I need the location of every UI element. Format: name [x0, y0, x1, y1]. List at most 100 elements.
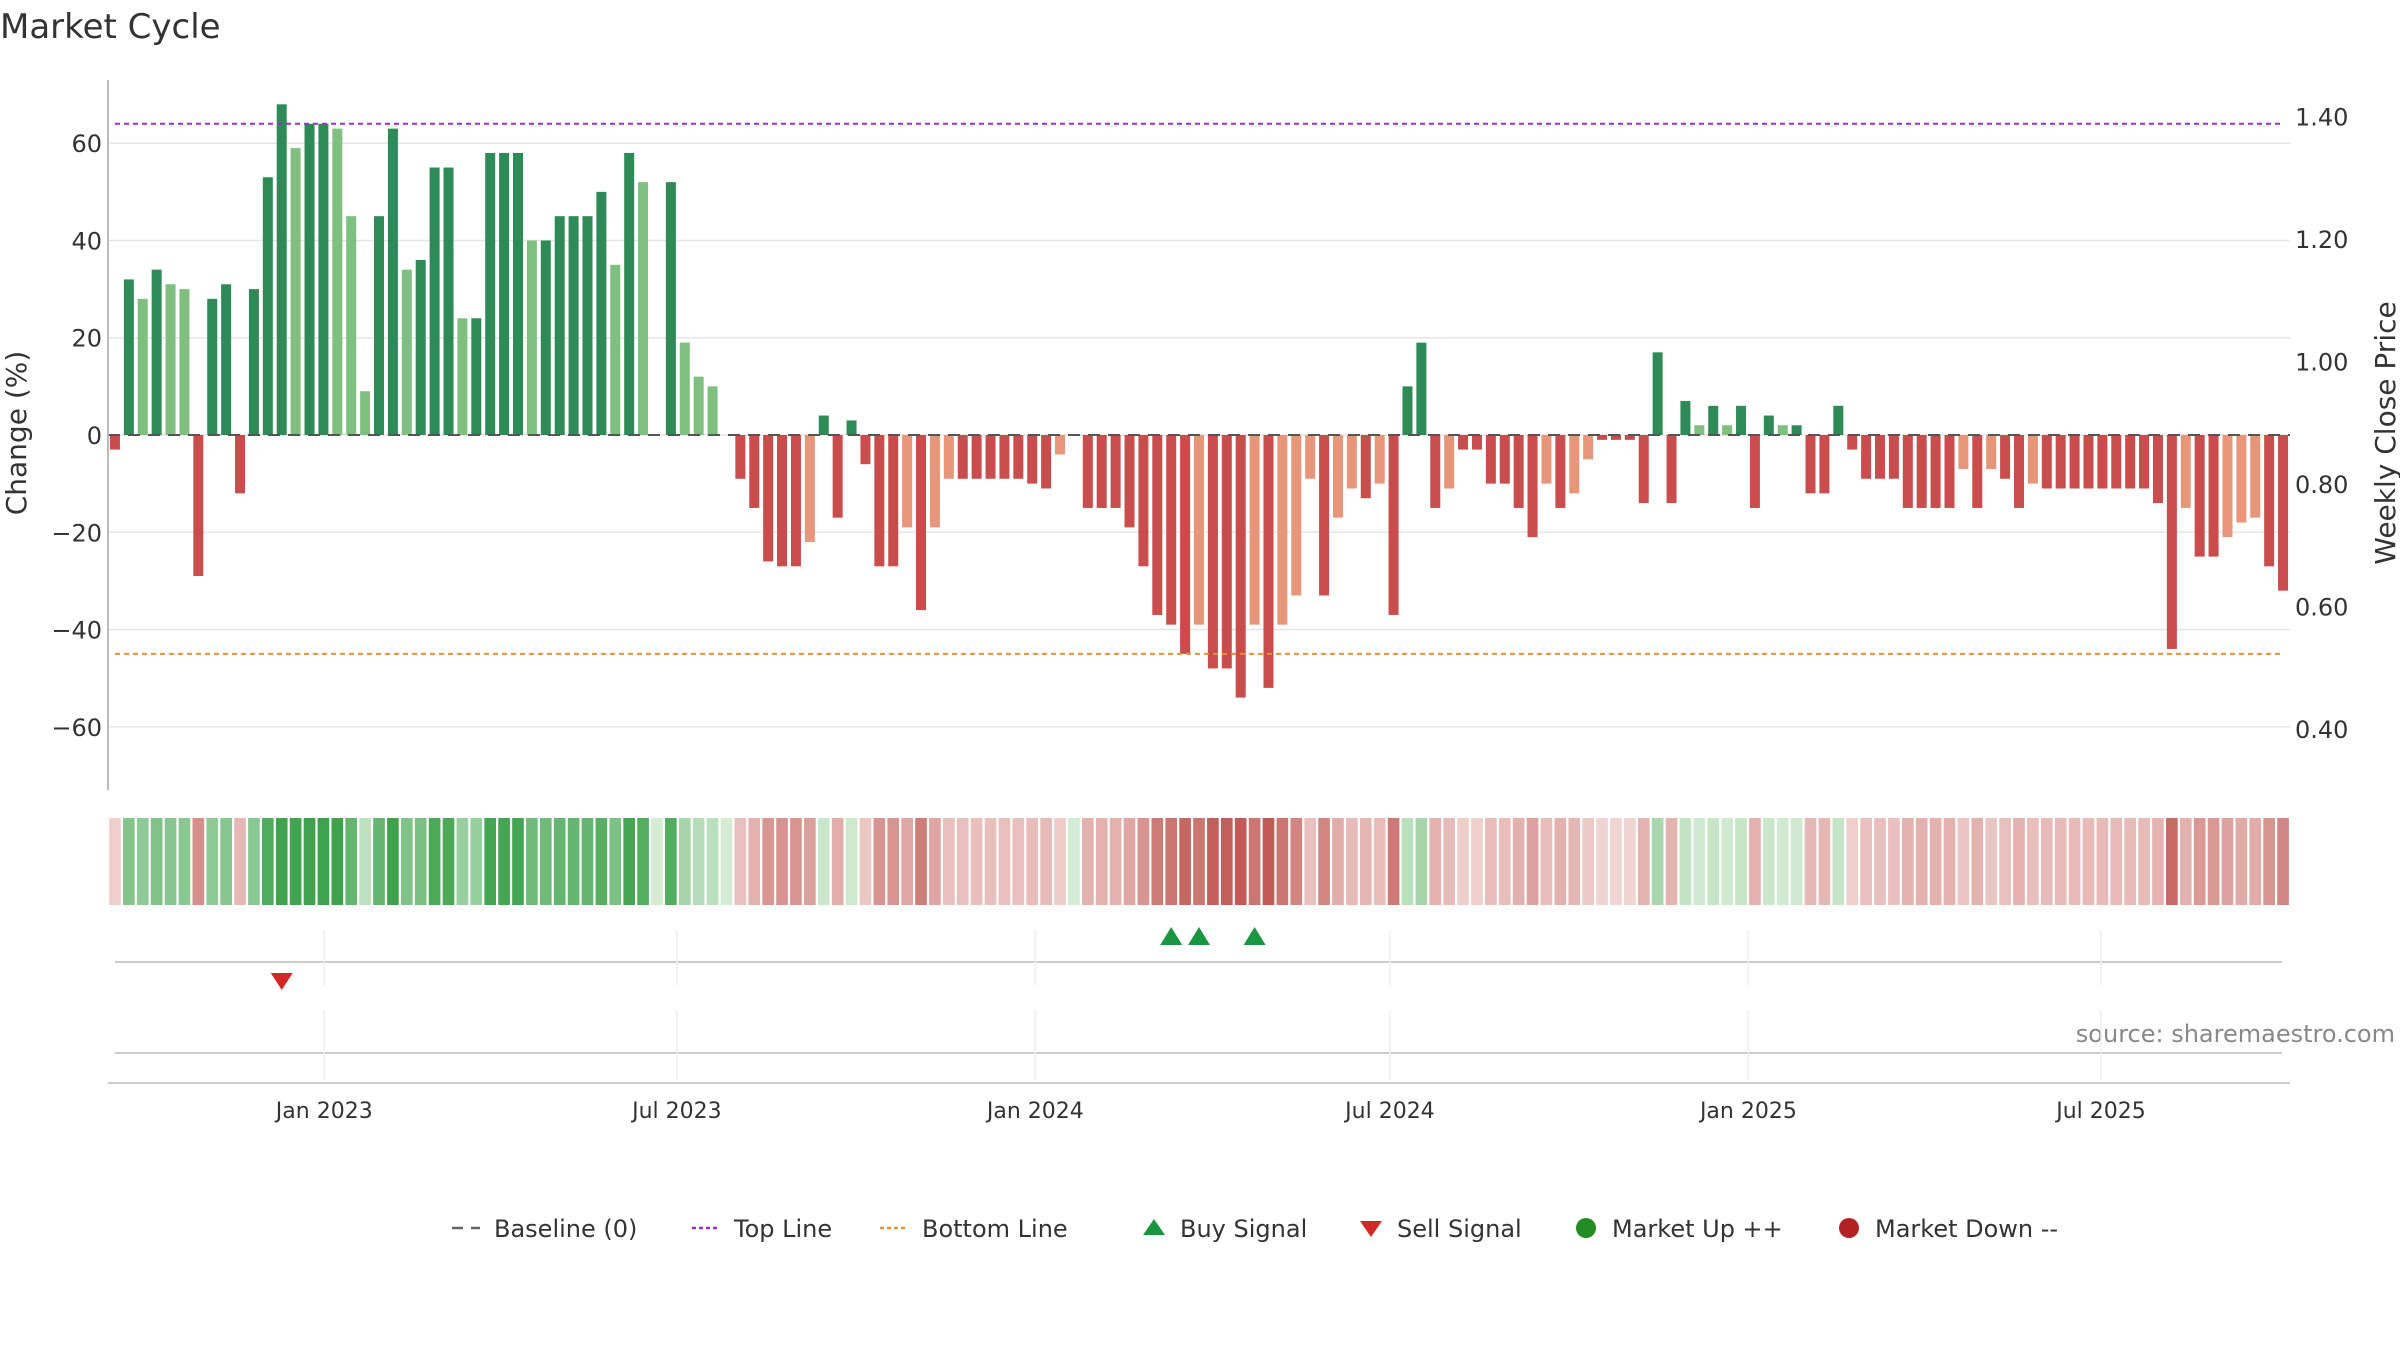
legend-label: Top Line [733, 1215, 832, 1243]
y-tick-label-right: 0.40 [2295, 716, 2348, 744]
heat-cell [693, 818, 705, 905]
y-tick-label-right: 0.60 [2295, 593, 2348, 621]
bar [930, 435, 940, 527]
heat-cell [1388, 818, 1400, 905]
heat-cell [234, 818, 246, 905]
heat-cell [1346, 818, 1358, 905]
y-tick-label-left: −40 [51, 617, 102, 645]
heat-cell [2222, 818, 2234, 905]
heat-cell [1860, 818, 1872, 905]
y-tick-label-left: 40 [71, 227, 102, 255]
bar [1125, 435, 1135, 527]
bar [1319, 435, 1329, 595]
heat-cell [1402, 818, 1414, 905]
bar [1236, 435, 1246, 698]
heat-cell [915, 818, 927, 905]
heat-cell [2110, 818, 2122, 905]
bar [402, 270, 412, 435]
heat-cell [1763, 818, 1775, 905]
heat-cell [1499, 818, 1511, 905]
bar [2264, 435, 2274, 566]
heat-cell [2152, 818, 2164, 905]
bar [277, 104, 287, 435]
heat-cell [206, 818, 218, 905]
bar [805, 435, 815, 542]
heat-cell [1068, 818, 1080, 905]
bar [360, 391, 370, 435]
heat-cell [1721, 818, 1733, 905]
x-tick-label: Jul 2023 [630, 1099, 722, 1124]
heat-cell [846, 818, 858, 905]
heat-cell [359, 818, 371, 905]
bar [2083, 435, 2093, 488]
heat-cell [387, 818, 399, 905]
bar [1402, 386, 1412, 435]
bar [1444, 435, 1454, 488]
heat-cell [1096, 818, 1108, 905]
heat-cell [2013, 818, 2025, 905]
heat-cell [1707, 818, 1719, 905]
heat-cell [1791, 818, 1803, 905]
heat-cell [2055, 818, 2067, 905]
bar [1500, 435, 1510, 484]
heat-cell [985, 818, 997, 905]
heat-cell [874, 818, 886, 905]
heat-cell [179, 818, 191, 905]
heat-cell [637, 818, 649, 905]
bar [1375, 435, 1385, 484]
bar [1361, 435, 1371, 498]
bar [1194, 435, 1204, 625]
heat-cell [887, 818, 899, 905]
bar [1291, 435, 1301, 595]
heat-cell [1124, 818, 1136, 905]
bar [179, 289, 189, 435]
bar [499, 153, 509, 435]
heat-cell [220, 818, 232, 905]
legend-label: Market Down -- [1875, 1215, 2058, 1243]
bar [1903, 435, 1913, 508]
heat-cell [1805, 818, 1817, 905]
bar [2028, 435, 2038, 484]
bar [235, 435, 245, 493]
heat-cell [568, 818, 580, 905]
heat-cell [1874, 818, 1886, 905]
bar [749, 435, 759, 508]
bar [1944, 435, 1954, 508]
bar [819, 416, 829, 435]
heat-cell [2180, 818, 2192, 905]
bar [1486, 435, 1496, 484]
bar [1528, 435, 1538, 537]
bar [763, 435, 773, 561]
bar [2278, 435, 2288, 591]
bar [1986, 435, 1996, 469]
heat-cell [609, 818, 621, 905]
bar [193, 435, 203, 576]
heat-cell [401, 818, 413, 905]
bar [1722, 425, 1732, 435]
heat-cell [1735, 818, 1747, 905]
bar [1041, 435, 1051, 488]
bar [1958, 435, 1968, 469]
bar [2000, 435, 2010, 479]
bar [291, 148, 301, 435]
heat-cell [860, 818, 872, 905]
heat-cell [1596, 818, 1608, 905]
bar [332, 129, 342, 435]
bar [916, 435, 926, 610]
heat-cell [193, 818, 205, 905]
heat-cell [721, 818, 733, 905]
heat-cell [1263, 818, 1275, 905]
heat-cell [818, 818, 830, 905]
heat-cell [1568, 818, 1580, 905]
bar [2139, 435, 2149, 488]
heat-cell [540, 818, 552, 905]
heat-cell [331, 818, 343, 905]
heat-cell [2263, 818, 2275, 905]
heat-cell [901, 818, 913, 905]
bar [1569, 435, 1579, 493]
x-tick-label: Jul 2024 [1343, 1099, 1435, 1124]
heat-cell [1082, 818, 1094, 905]
heat-cell [2236, 818, 2248, 905]
legend-label: Bottom Line [922, 1215, 1068, 1243]
heat-cell [665, 818, 677, 905]
